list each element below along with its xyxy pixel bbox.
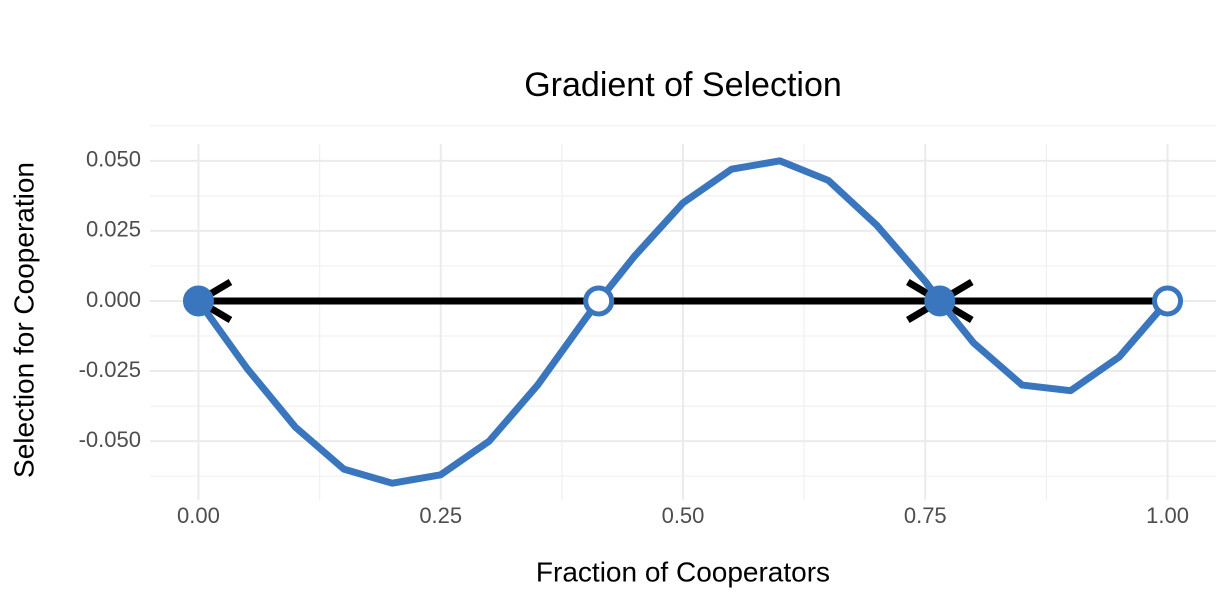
y-tick-label: 0.025 <box>86 217 141 242</box>
stable-point <box>924 285 956 317</box>
y-tick-label: 0.000 <box>86 287 141 312</box>
unstable-point <box>583 285 615 317</box>
unstable-point <box>1152 285 1184 317</box>
x-tick-label: 0.75 <box>904 503 947 528</box>
chart-title: Gradient of Selection <box>524 66 842 104</box>
y-tick-label: 0.050 <box>86 147 141 172</box>
y-axis-title: Selection for Cooperation <box>8 162 39 478</box>
data-line <box>195 157 1171 487</box>
y-tick-label: -0.025 <box>79 357 141 382</box>
y-tick-label: -0.050 <box>79 427 141 452</box>
x-tick-label: 0.25 <box>419 503 462 528</box>
x-tick-label: 0.50 <box>662 503 705 528</box>
stable-point <box>182 285 214 317</box>
x-axis-title: Fraction of Cooperators <box>536 556 830 587</box>
x-tick-label: 1.00 <box>1146 503 1189 528</box>
x-tick-label: 0.00 <box>177 503 220 528</box>
